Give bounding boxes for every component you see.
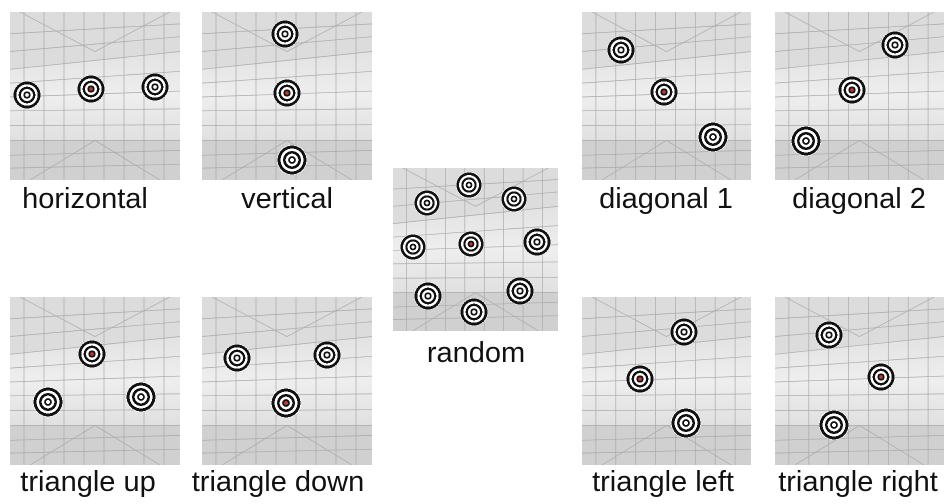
room-background — [775, 297, 944, 465]
target-top-right — [313, 341, 341, 369]
target-top-left — [815, 321, 843, 349]
target-bottom-left — [33, 387, 63, 417]
caption-triangle-up: triangle up — [20, 466, 156, 498]
target-top-left — [223, 344, 251, 372]
target-top — [271, 20, 299, 48]
room-background — [202, 297, 372, 465]
room-background — [582, 297, 751, 465]
target — [506, 277, 534, 305]
target-left — [626, 365, 654, 393]
target — [414, 282, 442, 310]
caption-triangle-down: triangle down — [191, 466, 365, 498]
target — [456, 172, 482, 198]
target — [523, 228, 551, 256]
target-top-right — [881, 31, 909, 59]
target-center — [458, 231, 484, 257]
target-right — [867, 363, 895, 391]
target-right — [141, 73, 169, 101]
panel-horizontal — [10, 12, 180, 180]
target-center — [650, 78, 678, 106]
panel-triangle-left — [582, 297, 751, 465]
panel-diagonal-1 — [582, 12, 751, 180]
target — [501, 186, 527, 212]
panel-triangle-down — [202, 297, 372, 465]
panel-vertical — [202, 12, 372, 180]
target-bottom-left — [819, 410, 849, 440]
target-bottom-right — [671, 408, 701, 438]
caption-diagonal-2: diagonal 2 — [792, 183, 926, 215]
panel-triangle-right — [775, 297, 944, 465]
target-top-right — [670, 318, 698, 346]
caption-vertical: vertical — [241, 183, 333, 215]
room-background — [10, 297, 180, 465]
target-bottom-right — [126, 382, 156, 412]
panel-triangle-up — [10, 297, 180, 465]
panel-random — [393, 168, 558, 331]
target-center — [273, 79, 301, 107]
panel-diagonal-2 — [775, 12, 944, 180]
caption-horizontal: horizontal — [22, 183, 148, 215]
caption-diagonal-1: diagonal 1 — [599, 183, 733, 215]
target — [400, 234, 426, 260]
target-bottom — [277, 145, 307, 175]
caption-triangle-left: triangle left — [592, 466, 734, 498]
target-top-left — [607, 36, 635, 64]
target-center — [838, 76, 866, 104]
caption-random: random — [426, 337, 526, 369]
target-bottom — [271, 388, 301, 418]
target-top — [78, 340, 106, 368]
target-center — [77, 75, 105, 103]
target-bottom-right — [698, 122, 728, 152]
caption-triangle-right: triangle right — [778, 466, 938, 498]
target — [460, 298, 488, 326]
target-bottom-left — [791, 126, 821, 156]
target — [414, 190, 440, 216]
target-left — [13, 81, 41, 109]
